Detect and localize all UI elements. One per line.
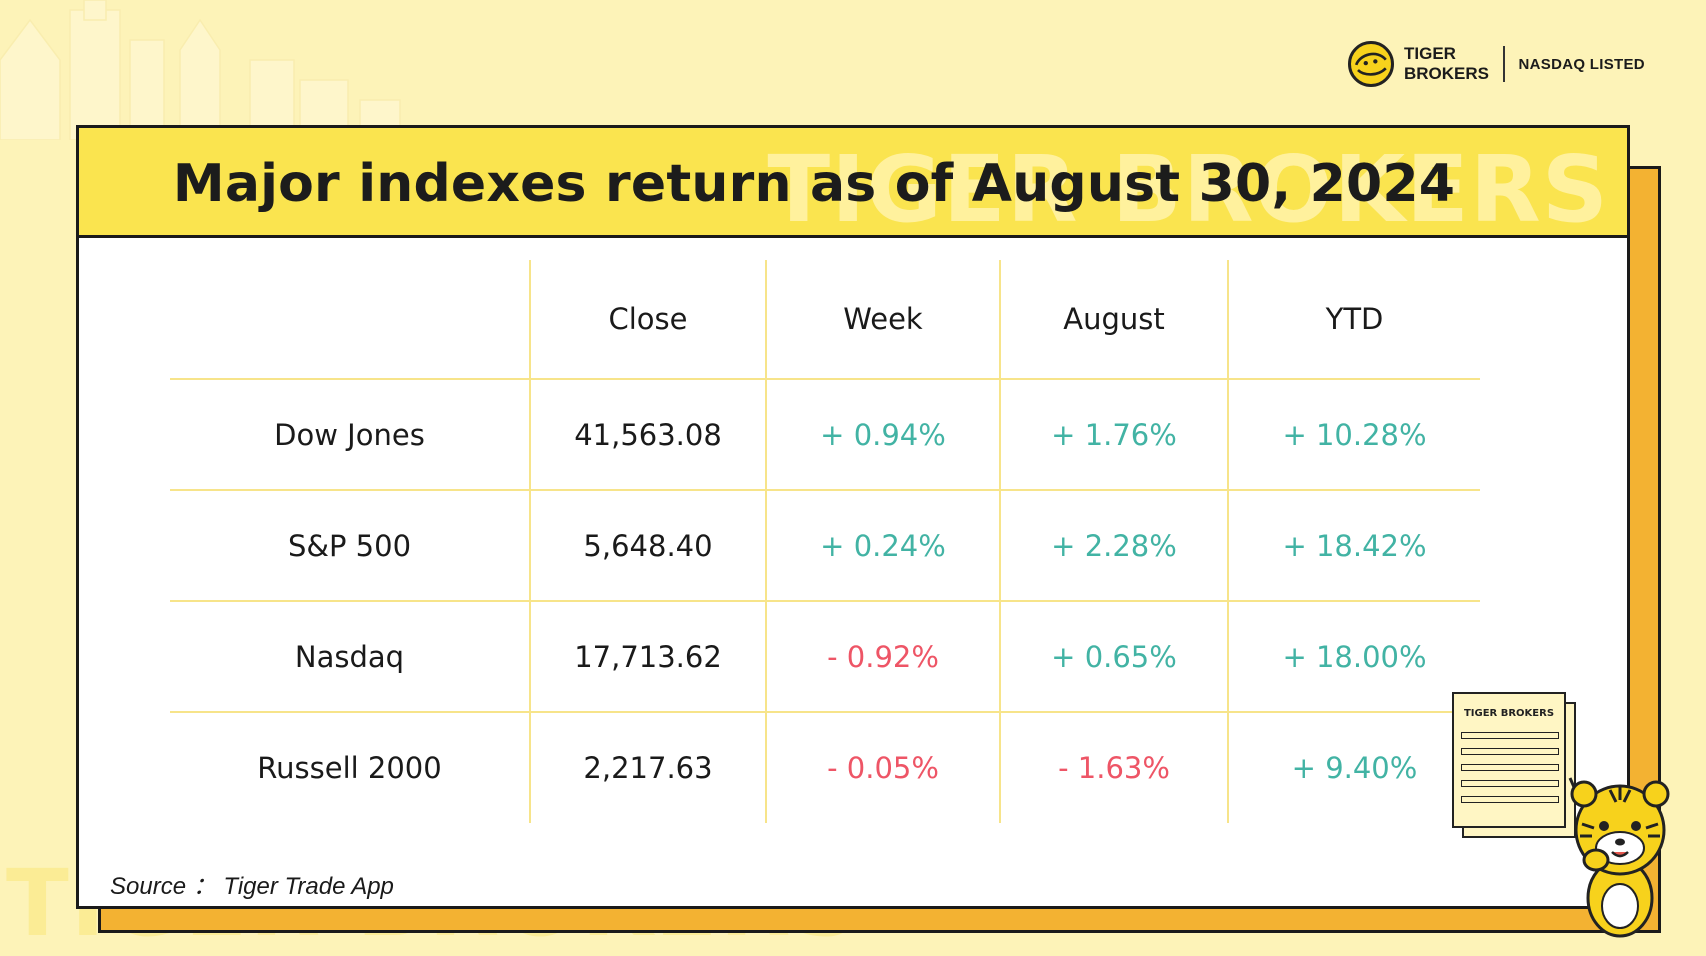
document-line <box>1461 796 1559 803</box>
week-return: - 0.92% <box>765 600 1000 712</box>
document-illustration: TIGER BROKERS <box>1452 692 1578 838</box>
source-note: Source ： Tiger Trade App <box>110 873 394 900</box>
document-line <box>1461 764 1559 771</box>
index-returns-table: Close Week August YTD Dow Jones 41,563.0… <box>170 260 1480 823</box>
week-return: + 0.94% <box>765 378 1000 490</box>
table-row: Dow Jones 41,563.08 + 0.94% + 1.76% + 10… <box>170 378 1480 490</box>
week-return: + 0.24% <box>765 489 1000 601</box>
table-row: Nasdaq 17,713.62 - 0.92% + 0.65% + 18.00… <box>170 600 1480 712</box>
brand-name: TIGER BROKERS <box>1404 44 1489 84</box>
column-header-close: Close <box>529 260 766 379</box>
close-value: 41,563.08 <box>529 378 766 490</box>
index-name: Dow Jones <box>170 378 530 490</box>
document-line <box>1461 732 1559 739</box>
table-row: S&P 500 5,648.40 + 0.24% + 2.28% + 18.42… <box>170 489 1480 601</box>
close-value: 17,713.62 <box>529 600 766 712</box>
column-header-august: August <box>999 260 1228 379</box>
august-return: + 2.28% <box>999 489 1228 601</box>
header-watermark: TIGER BROKERS <box>767 136 1609 238</box>
nasdaq-listed-label: NASDAQ LISTED <box>1518 55 1645 73</box>
tiger-logo-icon <box>1348 41 1394 87</box>
index-name: Nasdaq <box>170 600 530 712</box>
brand-divider <box>1503 46 1505 82</box>
ytd-return: + 18.00% <box>1227 600 1480 712</box>
index-name: Russell 2000 <box>170 711 530 823</box>
august-return: + 1.76% <box>999 378 1228 490</box>
brand-header: TIGER BROKERS NASDAQ LISTED <box>1348 38 1645 90</box>
week-return: - 0.05% <box>765 711 1000 823</box>
close-value: 5,648.40 <box>529 489 766 601</box>
august-return: - 1.63% <box>999 711 1228 823</box>
august-return: + 0.65% <box>999 600 1228 712</box>
close-value: 2,217.63 <box>529 711 766 823</box>
document-front-sheet: TIGER BROKERS <box>1452 692 1566 828</box>
tiger-mascot-illustration <box>1568 777 1670 938</box>
document-title: TIGER BROKERS <box>1463 708 1555 719</box>
column-header-week: Week <box>765 260 1000 379</box>
city-skyline-illustration <box>0 0 401 140</box>
card-header: TIGER BROKERS Major indexes return as of… <box>79 128 1627 238</box>
brand-name-line1: TIGER <box>1404 44 1456 63</box>
ytd-return: + 18.42% <box>1227 489 1480 601</box>
index-name: S&P 500 <box>170 489 530 601</box>
column-header-ytd: YTD <box>1227 260 1480 379</box>
returns-card: TIGER BROKERS Major indexes return as of… <box>76 125 1630 909</box>
column-header-index <box>170 260 530 379</box>
table-row: Russell 2000 2,217.63 - 0.05% - 1.63% + … <box>170 711 1480 823</box>
table-header-row: Close Week August YTD <box>170 260 1480 379</box>
brand-name-line2: BROKERS <box>1404 64 1490 83</box>
ytd-return: + 9.40% <box>1227 711 1480 823</box>
document-line <box>1461 748 1559 755</box>
document-line <box>1461 780 1559 787</box>
page-title: Major indexes return as of August 30, 20… <box>172 154 1456 214</box>
ytd-return: + 10.28% <box>1227 378 1480 490</box>
